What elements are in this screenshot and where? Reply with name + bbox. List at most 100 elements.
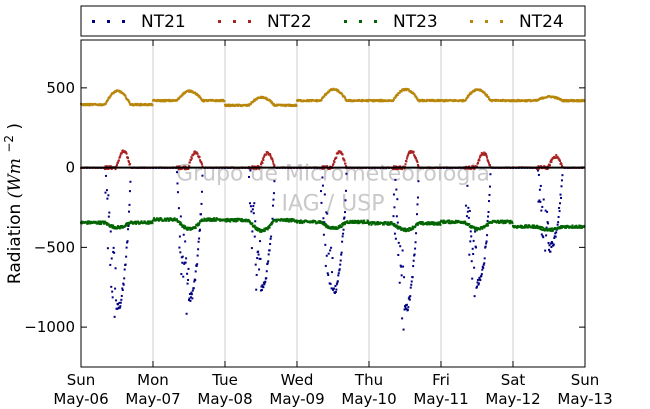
data-point-nt24 xyxy=(560,98,562,101)
legend-marker-nt23 xyxy=(344,20,347,23)
data-point-nt23 xyxy=(500,221,503,224)
data-point-nt21 xyxy=(197,240,200,243)
axis-ticks: 5000−500−1000SunMay-06MonMay-07TueMay-08… xyxy=(24,40,613,408)
data-point-nt22 xyxy=(196,152,199,155)
data-point-nt21 xyxy=(466,184,469,187)
data-point-nt23 xyxy=(430,221,433,224)
data-point-nt24 xyxy=(105,101,108,104)
data-point-nt23 xyxy=(515,225,518,228)
data-point-nt24 xyxy=(255,98,258,101)
data-point-nt21 xyxy=(547,222,550,225)
data-point-nt22 xyxy=(272,165,275,168)
data-point-nt21 xyxy=(198,229,201,232)
data-point-nt22 xyxy=(118,156,121,159)
data-point-nt21 xyxy=(475,286,478,289)
data-point-nt23 xyxy=(225,220,228,223)
data-point-nt23 xyxy=(149,222,152,225)
data-point-nt22 xyxy=(392,165,395,168)
data-point-nt21 xyxy=(254,220,257,223)
data-point-nt23 xyxy=(511,220,514,223)
data-point-nt22 xyxy=(117,159,120,162)
data-point-nt21 xyxy=(189,296,192,299)
data-point-nt23 xyxy=(218,218,221,221)
data-point-nt22 xyxy=(560,163,563,166)
data-point-nt21 xyxy=(546,221,549,224)
data-point-nt21 xyxy=(252,205,255,208)
data-point-nt21 xyxy=(265,277,268,280)
data-point-nt21 xyxy=(198,237,201,240)
x-tick-label-date: May-13 xyxy=(557,390,612,408)
legend-label-nt21: NT21 xyxy=(141,12,186,32)
data-point-nt21 xyxy=(259,240,262,243)
y-tick-label: 0 xyxy=(65,159,75,177)
data-point-nt23 xyxy=(533,225,536,228)
data-point-nt23 xyxy=(303,221,306,224)
data-point-nt23 xyxy=(88,220,91,223)
data-point-nt21 xyxy=(485,242,488,245)
data-point-nt24 xyxy=(437,100,440,103)
data-point-nt24 xyxy=(487,95,490,98)
data-point-nt23 xyxy=(240,217,243,220)
data-point-nt23 xyxy=(439,222,442,225)
data-point-nt24 xyxy=(555,96,558,99)
data-point-nt21 xyxy=(540,209,543,212)
data-point-nt21 xyxy=(558,210,561,213)
data-point-nt23 xyxy=(173,217,176,220)
data-point-nt21 xyxy=(470,260,473,263)
x-tick-label-day: Tue xyxy=(211,371,238,389)
data-point-nt21 xyxy=(416,203,419,206)
data-point-nt23 xyxy=(229,220,232,223)
data-point-nt23 xyxy=(580,224,583,227)
data-point-nt23 xyxy=(564,227,567,230)
data-point-nt23 xyxy=(151,222,154,225)
data-point-nt21 xyxy=(192,287,195,290)
data-point-nt21 xyxy=(321,184,324,187)
data-point-nt21 xyxy=(399,264,402,267)
data-point-nt21 xyxy=(398,281,401,284)
data-point-nt21 xyxy=(112,246,115,249)
data-point-nt23 xyxy=(560,226,563,229)
data-point-nt23 xyxy=(543,229,546,232)
data-point-nt23 xyxy=(135,222,138,225)
legend-marker-nt21 xyxy=(92,20,95,23)
data-point-nt23 xyxy=(118,227,121,230)
data-point-nt21 xyxy=(200,202,203,205)
data-point-nt21 xyxy=(320,190,322,193)
data-point-nt21 xyxy=(403,276,406,279)
x-tick-label-date: May-06 xyxy=(53,390,108,408)
data-point-nt21 xyxy=(537,200,540,203)
data-point-nt23 xyxy=(414,225,417,228)
data-point-nt22 xyxy=(199,159,202,162)
data-point-nt21 xyxy=(397,253,400,256)
data-point-nt21 xyxy=(480,275,483,278)
data-point-nt22 xyxy=(485,153,488,156)
data-point-nt21 xyxy=(344,199,347,202)
data-point-nt22 xyxy=(272,160,274,163)
data-point-nt24 xyxy=(394,96,397,99)
data-point-nt24 xyxy=(580,100,583,103)
data-point-nt21 xyxy=(401,249,404,252)
data-point-nt21 xyxy=(250,247,253,250)
data-point-nt24 xyxy=(410,90,413,93)
data-point-nt22 xyxy=(401,168,404,171)
data-point-nt24 xyxy=(344,98,347,101)
data-point-nt21 xyxy=(259,257,262,260)
data-point-nt21 xyxy=(393,232,396,235)
x-tick-label-day: Thu xyxy=(354,371,383,389)
legend-marker-nt24 xyxy=(500,20,503,23)
data-point-nt23 xyxy=(205,219,208,222)
data-point-nt23 xyxy=(295,220,298,223)
data-point-nt22 xyxy=(340,151,343,154)
data-point-nt23 xyxy=(348,221,351,224)
data-point-nt21 xyxy=(116,307,118,310)
data-point-nt21 xyxy=(334,285,337,288)
data-point-nt23 xyxy=(479,227,482,230)
data-point-nt23 xyxy=(289,218,292,221)
data-point-nt21 xyxy=(325,254,328,257)
data-point-nt22 xyxy=(263,154,266,157)
data-point-nt21 xyxy=(413,253,416,256)
data-point-nt22 xyxy=(416,161,419,164)
data-point-nt24 xyxy=(395,95,398,98)
data-point-nt21 xyxy=(394,237,397,240)
data-point-nt21 xyxy=(554,232,557,235)
